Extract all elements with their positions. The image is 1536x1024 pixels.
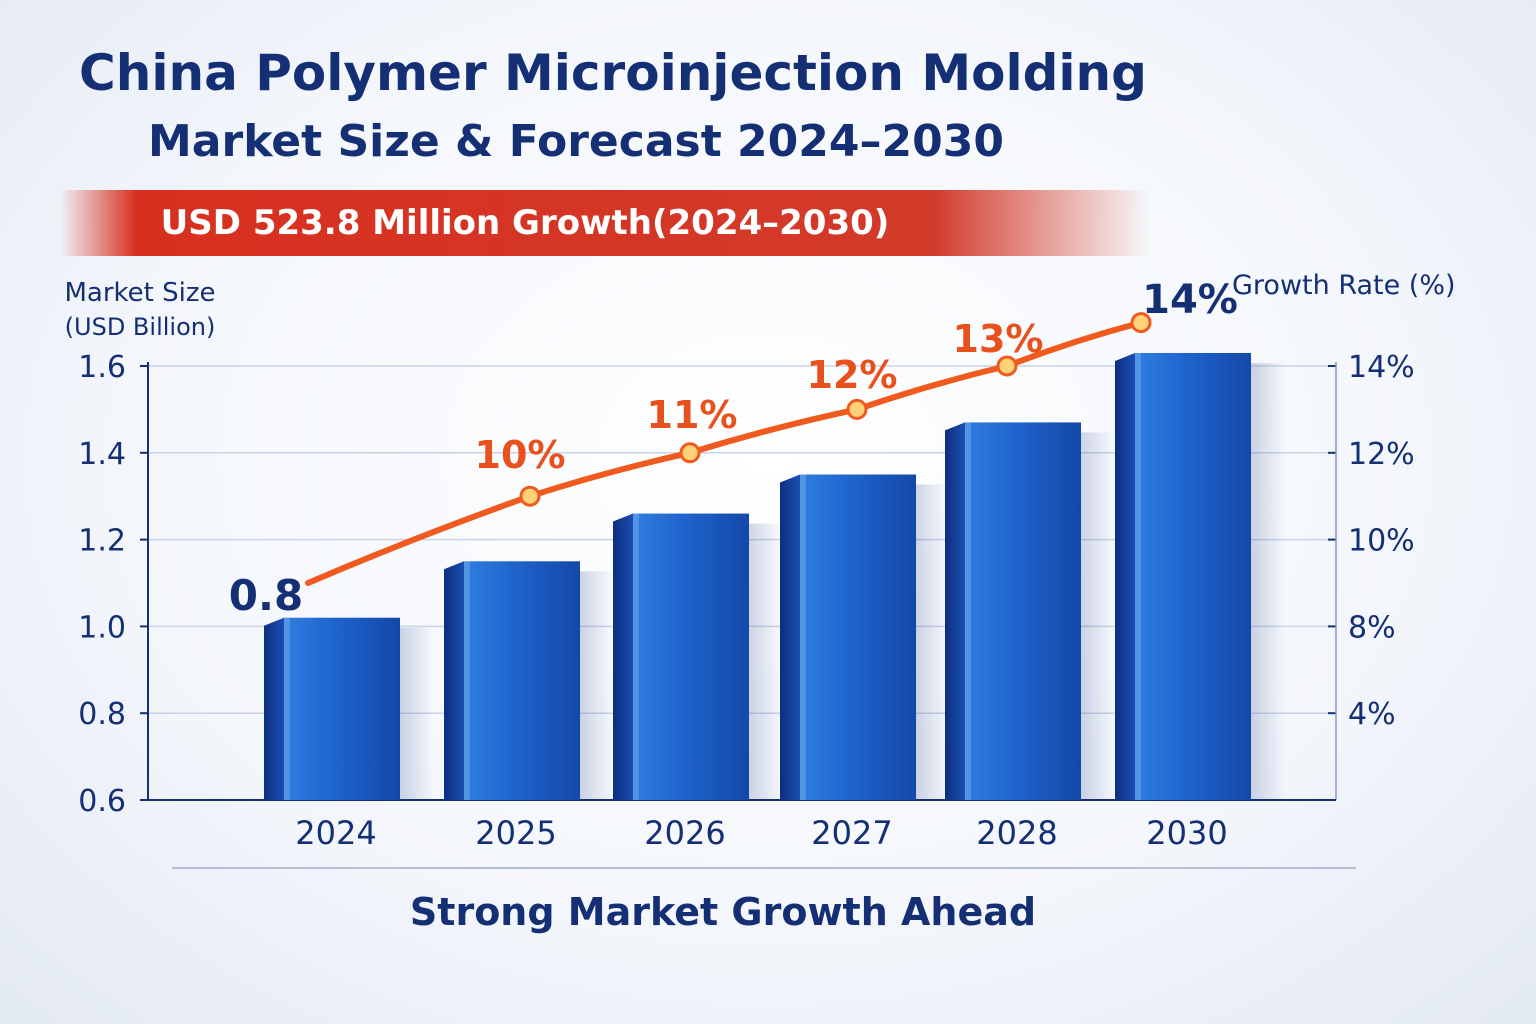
bar [965,422,1081,800]
data-label: 11% [647,393,738,437]
x-tick-label: 2027 [811,814,892,852]
bar-shadow [400,627,434,800]
bars [264,352,1285,800]
y-axis-right-label: Growth Rate (%) [1232,270,1456,301]
bar-side [613,513,633,800]
growth-point [996,355,1018,377]
bar [633,513,749,800]
bar-side [264,617,284,800]
y-right-tick-label: 4% [1348,697,1396,732]
y-left-tick-label: 0.6 [78,784,126,819]
y-right-tick-label: 8% [1348,610,1396,645]
y-right-tick-label: 10% [1348,524,1415,559]
bar-side [1115,352,1135,800]
bar-shadow [1081,432,1115,800]
y-axis-left-label-line-2: (USD Billion) [64,313,216,341]
data-label: 12% [807,353,898,397]
data-label: 0.8 [229,571,303,620]
bar [1135,352,1251,800]
data-label: 13% [953,317,1044,361]
x-tick-label: 2030 [1146,814,1227,852]
data-label: 10% [475,433,566,477]
y-right-tick-label: 12% [1348,437,1415,472]
y-left-tick-label: 1.0 [78,610,126,645]
bar [284,617,400,800]
data-label: 14% [1142,277,1238,323]
x-tick-label: 2025 [475,814,556,852]
bar-highlight [284,617,290,800]
growth-point [1130,312,1152,334]
chart-title-line-2: Market Size & Forecast 2024–2030 [148,116,1004,167]
bar-shadow [749,523,783,800]
bar-highlight [965,422,971,800]
bar-shadow [580,571,614,800]
bar-highlight [464,561,470,800]
bar-shadow [916,484,950,800]
bar [464,561,580,800]
y-axis-left-label: Market Size (USD Billion) [40,276,240,344]
bar-highlight [800,474,806,800]
bar [800,474,916,800]
growth-banner-text: USD 523.8 Million Growth(2024–2030) [160,203,890,243]
labels: 0.6 0.8 1.0 1.2 1.4 1.6 4% 8% 10% 12% 14% 2024 2025 2… [78,277,1414,852]
growth-point [846,398,868,420]
y-right-tick-label: 14% [1348,350,1415,385]
chart-caption: Strong Market Growth Ahead [409,890,1037,934]
bar-highlight [633,513,639,800]
bar-side [444,561,464,800]
x-tick-label: 2028 [976,814,1057,852]
growth-banner: USD 523.8 Million Growth(2024–2030) [60,190,1150,256]
growth-point [519,485,541,507]
x-tick-label: 2024 [295,814,376,852]
y-left-tick-label: 1.2 [78,524,126,559]
bar-side [945,422,965,800]
y-axis-left-label-line-1: Market Size [64,278,216,308]
bar-side [780,474,800,800]
chart-title-line-1: China Polymer Microinjection Molding [79,44,1147,102]
y-left-tick-label: 0.8 [78,697,126,732]
y-left-tick-label: 1.6 [78,350,126,385]
growth-line [305,312,1152,586]
x-tick-label: 2026 [644,814,725,852]
bar-shadow [1251,362,1285,800]
y-left-tick-label: 1.4 [78,437,126,472]
growth-point [679,442,701,464]
bar-highlight [1135,352,1141,800]
